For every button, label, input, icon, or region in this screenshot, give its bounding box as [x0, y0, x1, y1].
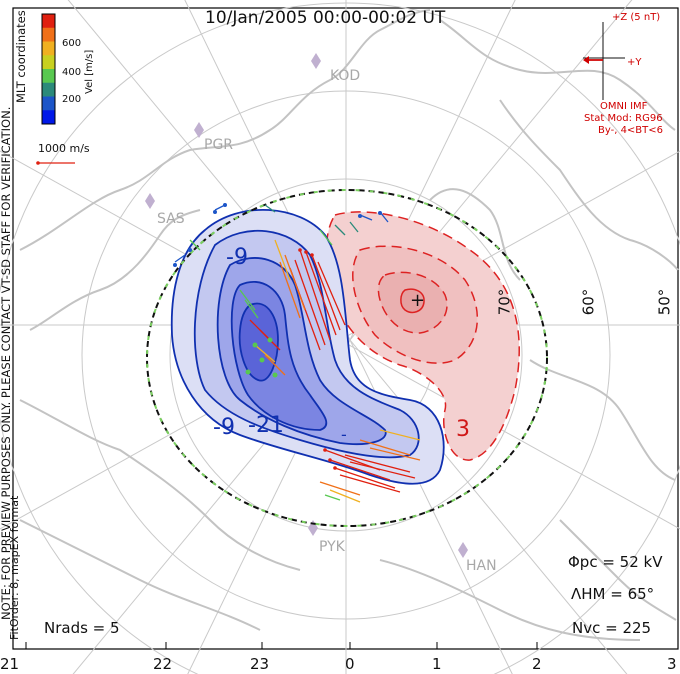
station-han: HAN	[466, 558, 497, 574]
vector-count: Nvc = 225	[572, 619, 652, 637]
hmb-latitude: ΛHM = 65°	[571, 585, 655, 603]
contour-label-pos: 3	[456, 417, 470, 442]
contour-label-neg-inner: -21	[248, 413, 284, 438]
radar-count: Nrads = 5	[44, 619, 120, 637]
imf-source: OMNI IMF	[600, 101, 648, 112]
plot-title: 10/Jan/2005 00:00-00:02 UT	[205, 8, 446, 28]
colorbar-outline	[41, 13, 56, 125]
imf-clock-dial	[583, 22, 625, 100]
latitude-label-70: 70°	[495, 288, 514, 316]
mlt-tick-0: 0	[345, 655, 355, 673]
mlt-tick-3: 3	[667, 655, 677, 673]
mlt-tick-21: 21	[0, 655, 20, 673]
colorbar-tick-400: 400	[62, 67, 82, 78]
mlt-tick-1: 1	[432, 655, 442, 673]
mlt-ticks	[25, 642, 538, 649]
mlt-tick-23: 23	[250, 655, 270, 673]
velocity-vectors	[173, 203, 421, 503]
contour-label-neg-mid: -9	[213, 415, 235, 440]
latitude-label-60: 60°	[579, 288, 598, 316]
negative-potential-cell	[170, 208, 445, 485]
positive-potential-cell	[325, 211, 520, 461]
scale-vector-dot	[36, 161, 40, 165]
colorbar-segment	[42, 14, 55, 29]
colorbar-segment	[42, 41, 55, 56]
colorbar-tick-600: 600	[62, 38, 82, 49]
potential-maximum-marker: +	[410, 290, 426, 311]
imf-y-axis: +Y	[627, 57, 642, 68]
imf-condition: By-, 4<BT<6	[598, 125, 664, 136]
station-sas: SAS	[157, 211, 185, 227]
mlt-tick-22: 22	[153, 655, 173, 673]
potential-minimum-marker: -	[341, 425, 347, 444]
imf-magnitude: +Z (5 nT)	[612, 12, 661, 23]
contour-label-neg-outer: -9	[226, 245, 248, 270]
station-pgr: PGR	[204, 137, 234, 153]
scale-vector-label: 1000 m/s	[38, 142, 90, 155]
colorbar-segment	[42, 69, 55, 84]
continent-outlines	[19, 9, 679, 641]
preview-note: NOTE: FOR PREVIEW PURPOSES ONLY. PLEASE …	[0, 106, 13, 620]
cross-polar-potential: Φpc = 52 kV	[568, 553, 663, 571]
mlt-tick-2: 2	[532, 655, 542, 673]
station-pyk: PYK	[319, 539, 345, 555]
colorbar-tick-200: 200	[62, 94, 82, 105]
colorbar-label: Vel [m/s]	[84, 49, 95, 94]
colorbar-segment	[42, 110, 55, 125]
coordinates-label: MLT coordinates	[14, 10, 28, 103]
boundary-model-vectors	[146, 189, 548, 527]
colorbar-segment	[42, 82, 55, 97]
colorbar-segment	[42, 55, 55, 70]
station-kod: KOD	[330, 68, 361, 84]
colorbar-segment	[42, 27, 55, 42]
latitude-label-50: 50°	[655, 288, 674, 316]
colorbar-segment	[42, 96, 55, 111]
imf-model: Stat Mod: RG96	[584, 113, 663, 124]
velocity-colorbar	[41, 13, 56, 125]
